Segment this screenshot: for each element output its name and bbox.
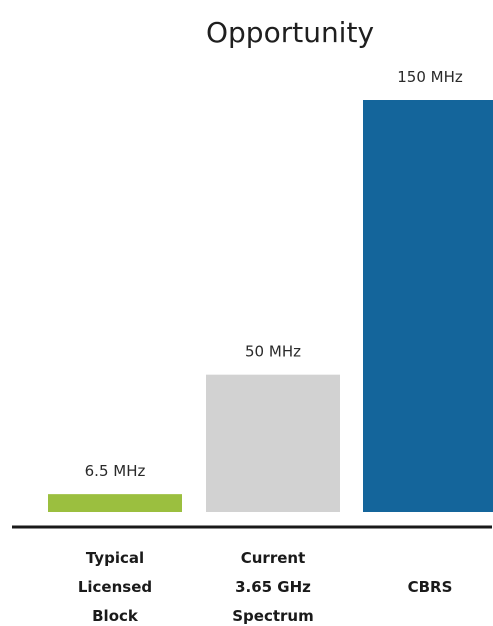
- category-label-2-line-1: Current: [241, 549, 306, 567]
- value-label-3: 150 MHz: [397, 68, 463, 86]
- chart-title: Opportunity: [206, 16, 374, 49]
- category-label-1-line-1: Typical: [86, 549, 144, 567]
- value-label-2: 50 MHz: [245, 343, 301, 361]
- bar-2: [206, 374, 340, 512]
- category-label-1-line-3: Block: [92, 607, 139, 625]
- bar-3: [363, 100, 493, 512]
- value-label-1: 6.5 MHz: [85, 462, 146, 480]
- category-label-2-line-2: 3.65 GHz: [235, 578, 311, 596]
- category-label-3-line-1: CBRS: [408, 578, 453, 596]
- category-labels: Typical Licensed Block Current 3.65 GHz Spect…: [78, 549, 453, 625]
- category-label-1-line-2: Licensed: [78, 578, 152, 596]
- category-label-2-line-3: Spectrum: [232, 607, 313, 625]
- bar-1: [48, 494, 182, 512]
- bars-group: 6.5 MHz 50 MHz 150 MHz: [48, 68, 493, 512]
